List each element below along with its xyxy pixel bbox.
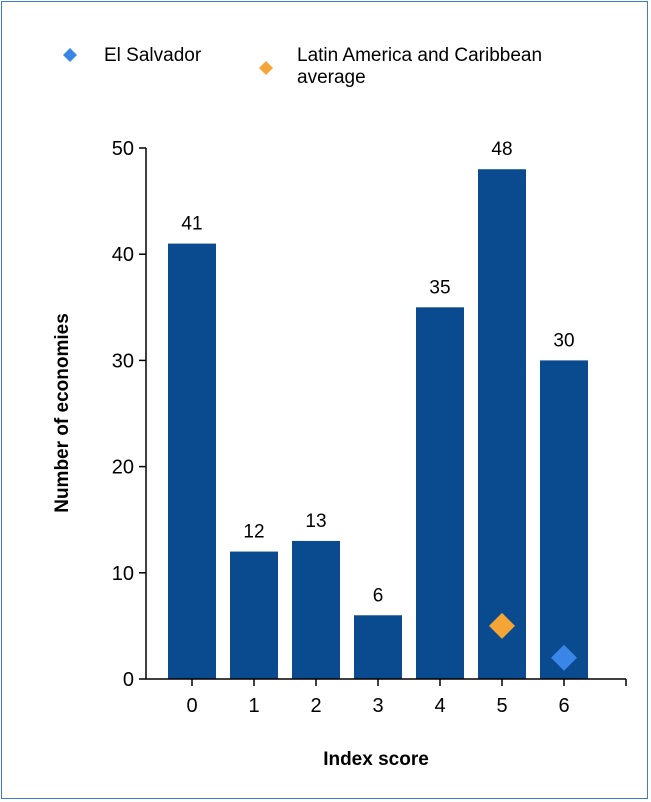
x-tick-label-2: 2 xyxy=(310,695,321,717)
y-tick-label-20: 20 xyxy=(112,457,134,479)
marker-el-salvador xyxy=(551,644,577,671)
data-label-4: 35 xyxy=(429,277,450,298)
bar-3 xyxy=(354,615,402,679)
marker-lac-average xyxy=(489,612,515,639)
x-tick-label-3: 3 xyxy=(372,695,383,717)
y-tick-label-30: 30 xyxy=(112,350,134,372)
x-tick-label-5: 5 xyxy=(496,695,507,717)
data-label-3: 6 xyxy=(373,585,384,606)
data-label-2: 13 xyxy=(305,511,326,532)
x-tick-label-1: 1 xyxy=(248,695,259,717)
y-tick-label-10: 10 xyxy=(112,563,134,585)
data-label-6: 30 xyxy=(553,330,574,351)
data-label-1: 12 xyxy=(243,522,264,543)
value-labels: 41 12 13 6 35 48 30 xyxy=(181,139,574,606)
bars xyxy=(168,169,588,680)
bar-1 xyxy=(230,551,278,679)
legend-marker-el-salvador xyxy=(63,48,77,62)
data-label-5: 48 xyxy=(491,139,512,160)
data-label-0: 41 xyxy=(181,214,202,235)
data-markers xyxy=(489,612,577,671)
bar-5 xyxy=(478,169,526,680)
legend-label-lac-average-line2: average xyxy=(297,67,366,88)
y-ticks: 0 10 20 30 40 50 xyxy=(112,138,146,691)
y-tick-label-0: 0 xyxy=(123,669,134,691)
legend-label-lac-average-line1: Latin America and Caribbean xyxy=(297,45,542,66)
legend: El Salvador Latin America and Caribbean … xyxy=(63,45,542,88)
x-tick-label-4: 4 xyxy=(434,695,445,717)
x-ticks: 0 1 2 3 4 5 6 xyxy=(186,679,627,717)
bar-4 xyxy=(416,307,464,679)
axes xyxy=(145,148,626,680)
y-axis-title: Number of economies xyxy=(52,313,73,513)
y-tick-label-50: 50 xyxy=(112,138,134,160)
x-axis-title: Index score xyxy=(323,749,429,770)
bar-6 xyxy=(540,360,588,679)
legend-marker-lac-average xyxy=(259,61,273,75)
x-tick-label-6: 6 xyxy=(558,695,569,717)
legend-label-el-salvador: El Salvador xyxy=(104,45,202,66)
x-tick-label-0: 0 xyxy=(186,695,197,717)
y-tick-label-40: 40 xyxy=(112,244,134,266)
bar-2 xyxy=(292,540,340,679)
bar-0 xyxy=(168,243,216,679)
